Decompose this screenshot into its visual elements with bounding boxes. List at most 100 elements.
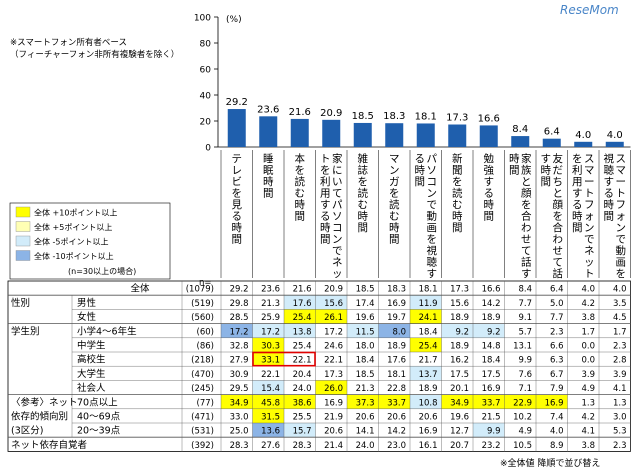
table-cell: 20.7 <box>450 441 469 451</box>
table-cell: 4.0 <box>550 427 564 437</box>
svg-text:家: 家 <box>521 152 532 165</box>
table-cell: 13.1 <box>513 342 532 352</box>
highlight-cell <box>315 309 347 324</box>
row-group-label: (3区分) <box>11 426 43 437</box>
table-cell: 17.2 <box>324 327 343 337</box>
table-cell: 18.9 <box>450 313 469 323</box>
row-group-label: 性別 <box>11 297 30 309</box>
table-cell: 25.5 <box>293 413 312 423</box>
table-cell: 4.1 <box>613 384 627 394</box>
table-cell: 5.0 <box>550 299 564 309</box>
row-n: (245) <box>191 384 214 394</box>
svg-text:に: に <box>332 165 343 177</box>
table-cell: 21.9 <box>324 413 343 423</box>
table-cell: 11.9 <box>419 299 438 309</box>
svg-text:合: 合 <box>521 210 532 223</box>
legend-swatch <box>15 221 31 232</box>
bar-value-label: 21.6 <box>289 107 311 118</box>
highlight-cell <box>252 323 284 338</box>
bar-value-label: 20.9 <box>320 108 342 119</box>
table-cell: 26.0 <box>324 384 343 394</box>
table-cell: 15.4 <box>261 384 280 394</box>
table-cell: 8.9 <box>550 441 564 451</box>
svg-text:間: 間 <box>358 222 369 234</box>
svg-text:で: で <box>427 199 438 211</box>
svg-text:画: 画 <box>616 257 627 269</box>
svg-text:時: 時 <box>541 165 552 177</box>
y-tick-label: 20 <box>200 118 212 128</box>
table-cell: 25.4 <box>293 342 312 352</box>
table-cell: 4.9 <box>518 427 532 437</box>
row-label: 小学4〜6年生 <box>77 325 137 337</box>
svg-text:て: て <box>521 245 532 257</box>
svg-text:む: む <box>452 199 463 211</box>
svg-text:ト: ト <box>584 268 595 280</box>
svg-text:む: む <box>358 199 369 211</box>
svg-text:で: で <box>616 234 627 246</box>
row-label: 70点以上 <box>77 397 118 408</box>
table-cell: 25.9 <box>261 313 280 323</box>
table-cell: 0.0 <box>581 356 595 366</box>
svg-text:ォ: ォ <box>584 211 595 223</box>
table-cell: 20.4 <box>293 370 312 380</box>
table-cell: 2.8 <box>613 356 627 366</box>
table-cell: 10.2 <box>513 413 532 423</box>
svg-text:動: 動 <box>427 210 438 223</box>
bar-value-label: 4.0 <box>607 130 623 141</box>
table-cell: 34.9 <box>450 398 469 408</box>
highlight-cell <box>284 394 316 409</box>
table-cell: 14.1 <box>356 427 375 437</box>
svg-text:パ: パ <box>427 153 438 165</box>
svg-text:時: 時 <box>295 199 306 211</box>
table-cell: 16.9 <box>482 384 501 394</box>
table-row: 性別 男性 (519) 29.8 21.3 17.6 15.6 17.4 16.9 11.9 15.… <box>11 297 627 309</box>
svg-text:ソ: ソ <box>332 211 343 223</box>
svg-text:む: む <box>389 211 400 223</box>
svg-text:て: て <box>332 188 343 200</box>
table-cell: 6.3 <box>550 356 564 366</box>
table-cell: 16.6 <box>482 285 501 295</box>
highlight-cell <box>252 408 284 423</box>
svg-text:せ: せ <box>521 234 532 246</box>
footnote: ※全体値 降順で並び替え <box>500 457 600 469</box>
highlight-cell <box>252 423 284 438</box>
table-cell: 2.3 <box>550 327 564 337</box>
svg-text:る: る <box>484 188 495 200</box>
table-cell: 13.6 <box>261 427 280 437</box>
row-label: 全体 <box>130 283 150 295</box>
bar-value-label: 6.4 <box>544 127 560 138</box>
table-cell: 18.9 <box>450 342 469 352</box>
svg-text:を: を <box>521 199 532 211</box>
svg-text:ン: ン <box>332 234 343 246</box>
highlight-cell <box>536 394 568 409</box>
table-cell: 29.5 <box>230 384 249 394</box>
table-cell: 3.5 <box>613 299 627 309</box>
table-cell: 5.3 <box>613 427 627 437</box>
table-cell: 7.4 <box>550 413 564 423</box>
table-cell: 33.0 <box>230 413 249 423</box>
highlight-cell <box>284 423 316 438</box>
table-cell: 13.7 <box>419 370 438 380</box>
table-cell: 16.9 <box>324 398 343 408</box>
highlight-cell <box>504 394 536 409</box>
highlight-cell <box>347 323 379 338</box>
table-cell: 33.1 <box>261 356 280 366</box>
table-cell: 17.3 <box>324 370 343 380</box>
svg-text:時: 時 <box>509 153 520 165</box>
svg-text:す: す <box>320 199 331 211</box>
table-cell: 19.6 <box>356 313 375 323</box>
svg-text:ン: ン <box>389 165 400 177</box>
svg-text:間: 間 <box>572 222 583 234</box>
highlight-cell <box>473 323 505 338</box>
table-row: 中学生 (86) 32.8 30.3 25.4 24.6 18.0 18.9 25.4 18.9 1… <box>77 340 627 352</box>
row-label: 20〜39点 <box>77 426 121 437</box>
row-label: 中学生 <box>77 340 106 352</box>
svg-text:す: す <box>521 268 532 280</box>
row-label: 40〜69点 <box>77 412 121 423</box>
